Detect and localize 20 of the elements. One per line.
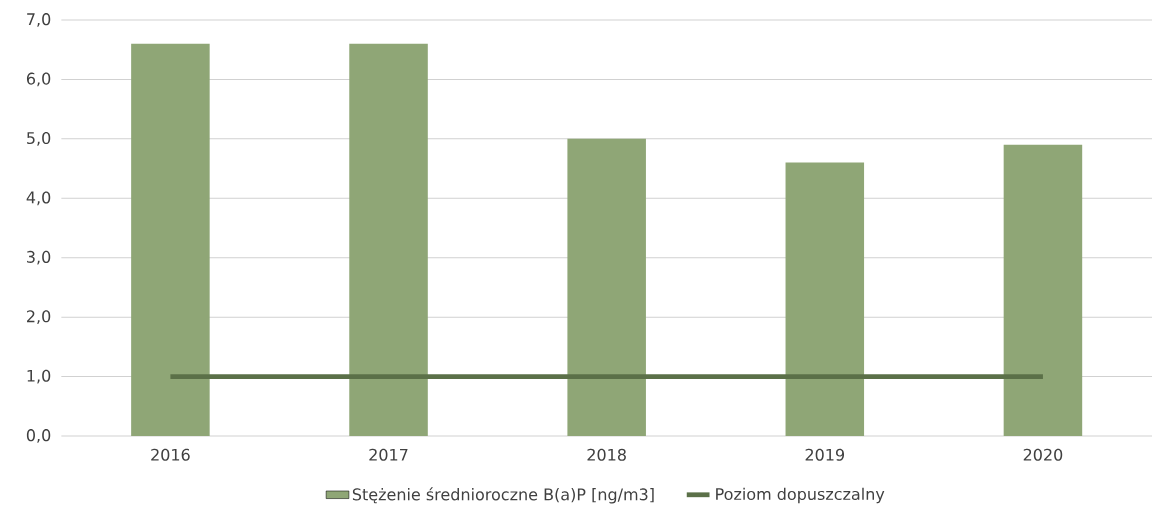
y-tick-label: 3,0 bbox=[27, 251, 51, 265]
bar bbox=[131, 43, 210, 437]
x-tick-label: 2017 bbox=[369, 448, 408, 461]
x-tick-label: 2018 bbox=[587, 448, 626, 461]
bar bbox=[349, 43, 428, 437]
x-tick-label: 2016 bbox=[151, 448, 190, 461]
bar bbox=[1003, 144, 1083, 437]
y-tick-label: 1,0 bbox=[27, 369, 51, 384]
legend-label: Poziom dopuszczalny bbox=[716, 487, 885, 504]
y-tick-label: 4,0 bbox=[26, 191, 51, 206]
y-tick-label: 7,0 bbox=[27, 13, 51, 28]
y-tick-label: 0,0 bbox=[26, 429, 51, 444]
x-tick-label: 2019 bbox=[805, 448, 845, 461]
bar bbox=[785, 162, 865, 437]
legend-label: Stężenie średnioroczne B(a)P [ng/m3] bbox=[352, 487, 654, 504]
y-tick-label: 6,0 bbox=[26, 72, 51, 87]
bar bbox=[567, 139, 646, 437]
x-tick-label: 2020 bbox=[1023, 448, 1063, 461]
y-tick-label: 5,0 bbox=[27, 132, 51, 146]
y-tick-label: 2,0 bbox=[27, 310, 51, 325]
